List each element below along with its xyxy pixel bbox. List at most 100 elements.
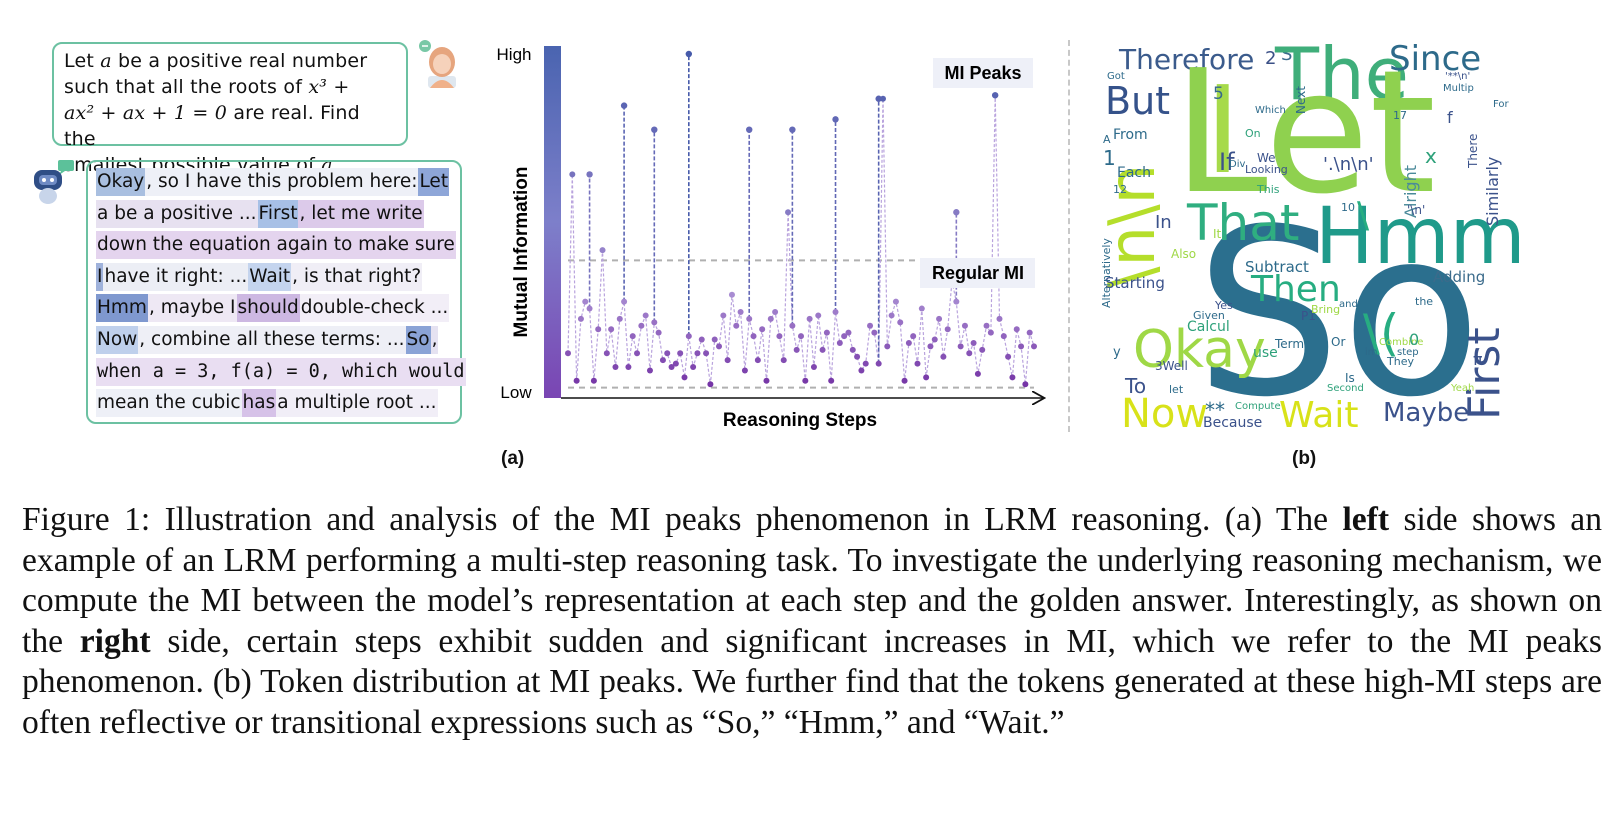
mi-data-point [741, 367, 748, 374]
wordcloud-token: 3Well [1155, 359, 1188, 373]
wordcloud-token: 5 [1213, 84, 1224, 104]
mi-data-point [806, 315, 813, 322]
mi-data-point [836, 339, 843, 346]
mi-data-point [841, 333, 848, 340]
mi-data-point [961, 322, 968, 329]
mi-data-point [914, 360, 921, 367]
mi-data-point [716, 343, 723, 350]
caption-emphasis-left: left [1342, 501, 1390, 538]
wordcloud-token: Each [1117, 165, 1151, 181]
question-text: Let [64, 50, 101, 72]
mi-peaks-annotation: MI Peaks [944, 63, 1021, 83]
reasoning-token-span: , maybe I [147, 294, 237, 323]
question-text: . [332, 154, 339, 176]
mi-data-point [858, 367, 865, 374]
wordcloud-token: They [1387, 355, 1414, 368]
wordcloud-token: Or [1331, 335, 1346, 349]
mi-data-point [728, 291, 735, 298]
wordcloud-token: Hmm [1315, 192, 1526, 282]
mi-data-point [832, 309, 839, 315]
caption-text: Figure 1: Illustration and analysis of t… [22, 501, 1343, 538]
wordcloud-token: Since [1389, 39, 1482, 79]
wordcloud-token: For [1493, 99, 1509, 110]
reasoning-token-span: has [241, 389, 277, 418]
mi-data-point [659, 357, 666, 364]
mi-peak-point [620, 102, 628, 109]
wordcloud-token: Therefore [1119, 43, 1255, 76]
mi-data-point [737, 309, 744, 315]
reasoning-token-span: , let me write [298, 199, 424, 228]
wordcloud-token: let [1169, 383, 1184, 396]
mi-data-point [681, 374, 688, 381]
mi-data-point [746, 315, 753, 322]
wordcloud-token: y [1113, 345, 1121, 360]
caption-text: side shows an example of an LRM performi… [22, 501, 1602, 660]
wordcloud-token: im [1365, 347, 1378, 358]
mi-data-point [845, 329, 852, 336]
reasoning-token-span: First [257, 199, 299, 228]
mi-data-point [953, 298, 960, 305]
mi-data-point [1005, 353, 1012, 360]
mi-data-point [569, 171, 576, 178]
wordcloud-token: Calcul [1187, 319, 1230, 335]
question-variable: a [100, 50, 112, 72]
reasoning-token-span: have it right: ... [103, 262, 249, 291]
mi-data-point [910, 333, 917, 340]
mi-data-point [707, 381, 714, 388]
question-text: be a positive real number [111, 50, 368, 72]
wordcloud-token: Alternatively [1100, 238, 1113, 308]
wordcloud-token: and [1339, 299, 1358, 310]
regular-mi-annotation: Regular MI [932, 263, 1024, 283]
wordcloud-token: use [1253, 345, 1278, 361]
wordcloud-token: Okay [1133, 320, 1266, 380]
wordcloud-token: So [1195, 181, 1482, 448]
wordcloud-token: There [1466, 133, 1480, 168]
mi-data-point [862, 360, 869, 367]
mi-data-point [854, 353, 861, 360]
mi-peaks-label-bg [933, 58, 1033, 88]
reasoning-token-span: Let [418, 168, 450, 196]
reasoning-token-span: , so I have this problem here: [145, 168, 419, 196]
wordcloud-token: Term [1275, 337, 1305, 351]
mi-data-point [586, 305, 593, 312]
mi-data-point [884, 343, 891, 350]
regular-mi-label-bg [920, 258, 1035, 288]
mi-data-point [733, 322, 740, 329]
wordcloud-token: '\n' [1407, 203, 1426, 217]
mi-data-point [724, 357, 731, 364]
mi-data-point [996, 315, 1003, 322]
wordcloud-token: Now [1121, 391, 1209, 437]
question-variable: a [321, 154, 333, 176]
mi-data-point [987, 329, 994, 336]
wordcloud-token: S [1281, 44, 1293, 65]
mi-data-point [879, 95, 886, 102]
user-avatar-icon [412, 36, 466, 90]
wordcloud-token: Yeah [1451, 383, 1475, 394]
mi-data-point [629, 333, 636, 340]
wordcloud-token: ** [1205, 398, 1225, 422]
wordcloud-token: \ [1357, 195, 1370, 236]
reasoning-token-span: a be a positive ... [96, 199, 258, 228]
reasoning-line: Now, combine all these terms: ... So, [96, 325, 452, 354]
mi-data-point [1031, 343, 1037, 350]
question-math: ax² + ax + 1 = 0 [64, 102, 228, 124]
reasoning-token-span: Now [96, 325, 139, 354]
wordcloud-token: In [1155, 212, 1172, 233]
figure-caption: Figure 1: Illustration and analysis of t… [22, 500, 1602, 743]
mi-data-point [810, 364, 817, 371]
mi-data-point [785, 209, 792, 216]
mi-data-point [970, 339, 977, 346]
wordcloud-token: Similarly [1483, 156, 1502, 226]
mi-series [565, 50, 1037, 388]
wordcloud-token: Got [1107, 71, 1125, 82]
wordcloud-token: On [1245, 127, 1261, 140]
mi-data-point [698, 336, 705, 343]
reasoning-line: Hmm, maybe I should double-check ... [96, 294, 452, 323]
mi-data-point [651, 319, 658, 326]
y-tick-low: Low [500, 383, 532, 402]
mi-data-point [927, 343, 934, 350]
mi-data-point [888, 312, 895, 319]
wordcloud-token: Adding [1433, 268, 1486, 286]
wordcloud-token: '**\n' [1445, 71, 1471, 82]
mi-data-point [936, 315, 943, 322]
